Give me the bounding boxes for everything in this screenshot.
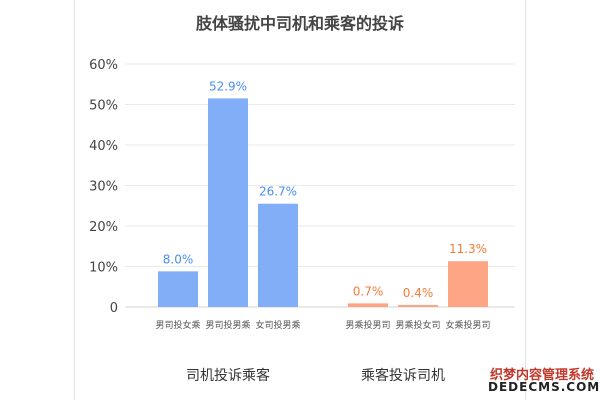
y-tick-label: 50% xyxy=(89,99,118,114)
x-tick-label: 女司投男乘 xyxy=(255,319,300,331)
y-tick-label: 0 xyxy=(110,301,118,316)
group-label: 乘客投诉司机 xyxy=(361,367,445,384)
y-tick-label: 20% xyxy=(89,220,118,235)
y-tick-label: 40% xyxy=(89,139,118,154)
bar xyxy=(208,98,248,307)
x-tick-label: 男司投男乘 xyxy=(205,319,250,331)
data-label: 26.7% xyxy=(259,185,297,199)
group-label: 司机投诉乘客 xyxy=(186,367,270,384)
bar xyxy=(258,203,298,307)
bar xyxy=(448,261,488,307)
bar xyxy=(348,303,388,307)
y-tick-label: 10% xyxy=(89,261,118,276)
data-label: 8.0% xyxy=(163,252,194,266)
data-label: 0.7% xyxy=(353,284,384,298)
y-tick-label: 30% xyxy=(89,180,118,195)
watermark-line2: DEDECMS.COM xyxy=(488,380,600,394)
watermark-line1: 织梦内容管理系统 xyxy=(490,368,595,383)
chart-frame xyxy=(74,0,526,400)
data-label: 11.3% xyxy=(449,242,487,256)
x-tick-label: 男乘投男司 xyxy=(345,319,390,331)
bar xyxy=(398,304,438,307)
y-tick-label: 60% xyxy=(89,58,118,73)
x-tick-label: 男乘投女司 xyxy=(395,319,440,331)
x-tick-label: 女乘投男司 xyxy=(445,319,490,331)
data-label: 0.4% xyxy=(403,286,434,300)
data-label: 52.9% xyxy=(209,79,247,93)
chart-title: 肢体骚扰中司机和乘客的投诉 xyxy=(195,14,404,33)
x-tick-label: 男司投女乘 xyxy=(155,319,200,331)
bar xyxy=(158,271,198,307)
